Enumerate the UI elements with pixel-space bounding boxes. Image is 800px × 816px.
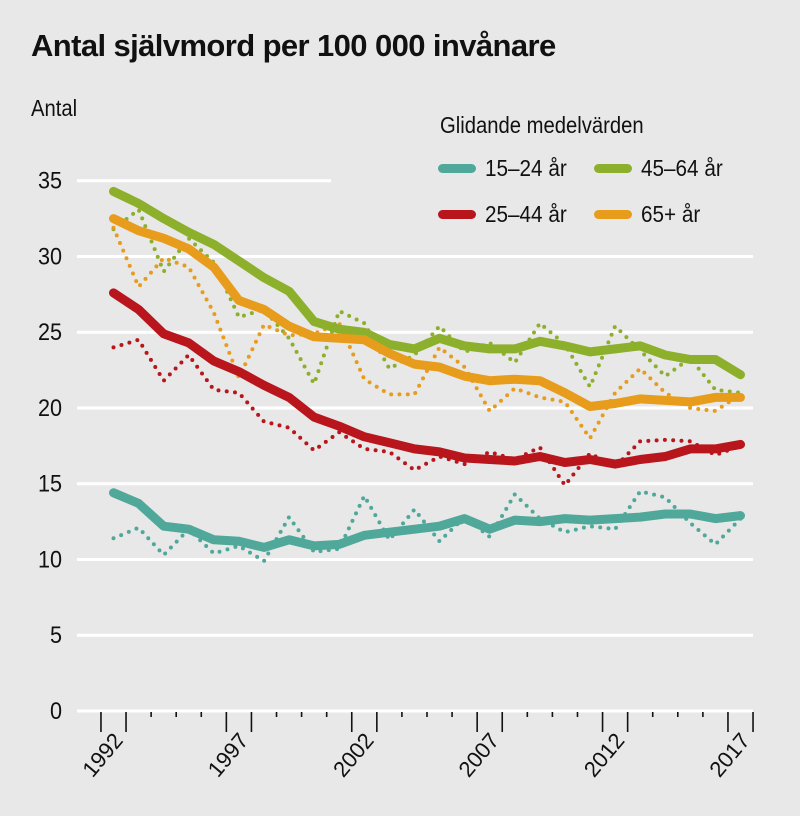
y-tick-label-10: 10 xyxy=(38,545,62,572)
gridlines xyxy=(77,179,753,713)
y-tick-label-25: 25 xyxy=(38,318,62,345)
annual-line-1 xyxy=(111,337,743,488)
legend-item-45-64: 45–64 år xyxy=(594,155,732,182)
legend-title: Glidande medelvärden xyxy=(440,112,644,138)
x-axis: 1992 1997 2002 2007 2012 2017 xyxy=(77,712,755,782)
legend-label-65-plus: 65+ år xyxy=(641,201,701,227)
moving-average-line-2 xyxy=(109,186,745,380)
y-tick-label-20: 20 xyxy=(38,394,62,421)
y-tick-label-0: 0 xyxy=(50,697,62,724)
legend-swatch-45-64 xyxy=(594,164,632,173)
legend-label-45-64: 45–64 år xyxy=(641,155,723,181)
annual-line-3 xyxy=(111,225,743,441)
legend-item-65-plus: 65+ år xyxy=(594,201,707,228)
legend-swatch-15-24 xyxy=(438,164,476,173)
legend-swatch-25-44 xyxy=(438,210,476,219)
chart-title: Antal självmord per 100 000 invånare xyxy=(31,28,556,63)
x-tick-label-2012: 2012 xyxy=(579,728,630,782)
x-tick-label-1992: 1992 xyxy=(77,728,128,782)
moving-average-line-1 xyxy=(109,288,745,469)
y-axis-label: Antal xyxy=(31,95,78,121)
legend-swatch-65-plus xyxy=(594,210,632,219)
moving-average-line-0 xyxy=(109,488,745,552)
y-tick-label-35: 35 xyxy=(38,167,62,194)
y-tick-labels: 0 5 10 15 20 25 30 35 xyxy=(38,167,62,725)
moving-average-series xyxy=(109,186,745,552)
moving-average-line-3 xyxy=(109,214,745,411)
annual-line-0 xyxy=(111,489,743,563)
y-tick-label-5: 5 xyxy=(50,621,62,648)
legend-item-25-44: 25–44 år xyxy=(438,201,576,228)
x-tick-label-2007: 2007 xyxy=(453,728,504,782)
y-tick-label-15: 15 xyxy=(38,470,62,497)
x-tick-label-2017: 2017 xyxy=(704,728,755,782)
x-tick-label-1997: 1997 xyxy=(203,728,254,782)
legend-item-15-24: 15–24 år xyxy=(438,155,576,182)
y-tick-label-30: 30 xyxy=(38,242,62,269)
legend-label-15-24: 15–24 år xyxy=(485,155,567,181)
x-tick-label-2002: 2002 xyxy=(328,728,379,782)
legend-label-25-44: 25–44 år xyxy=(485,201,567,227)
